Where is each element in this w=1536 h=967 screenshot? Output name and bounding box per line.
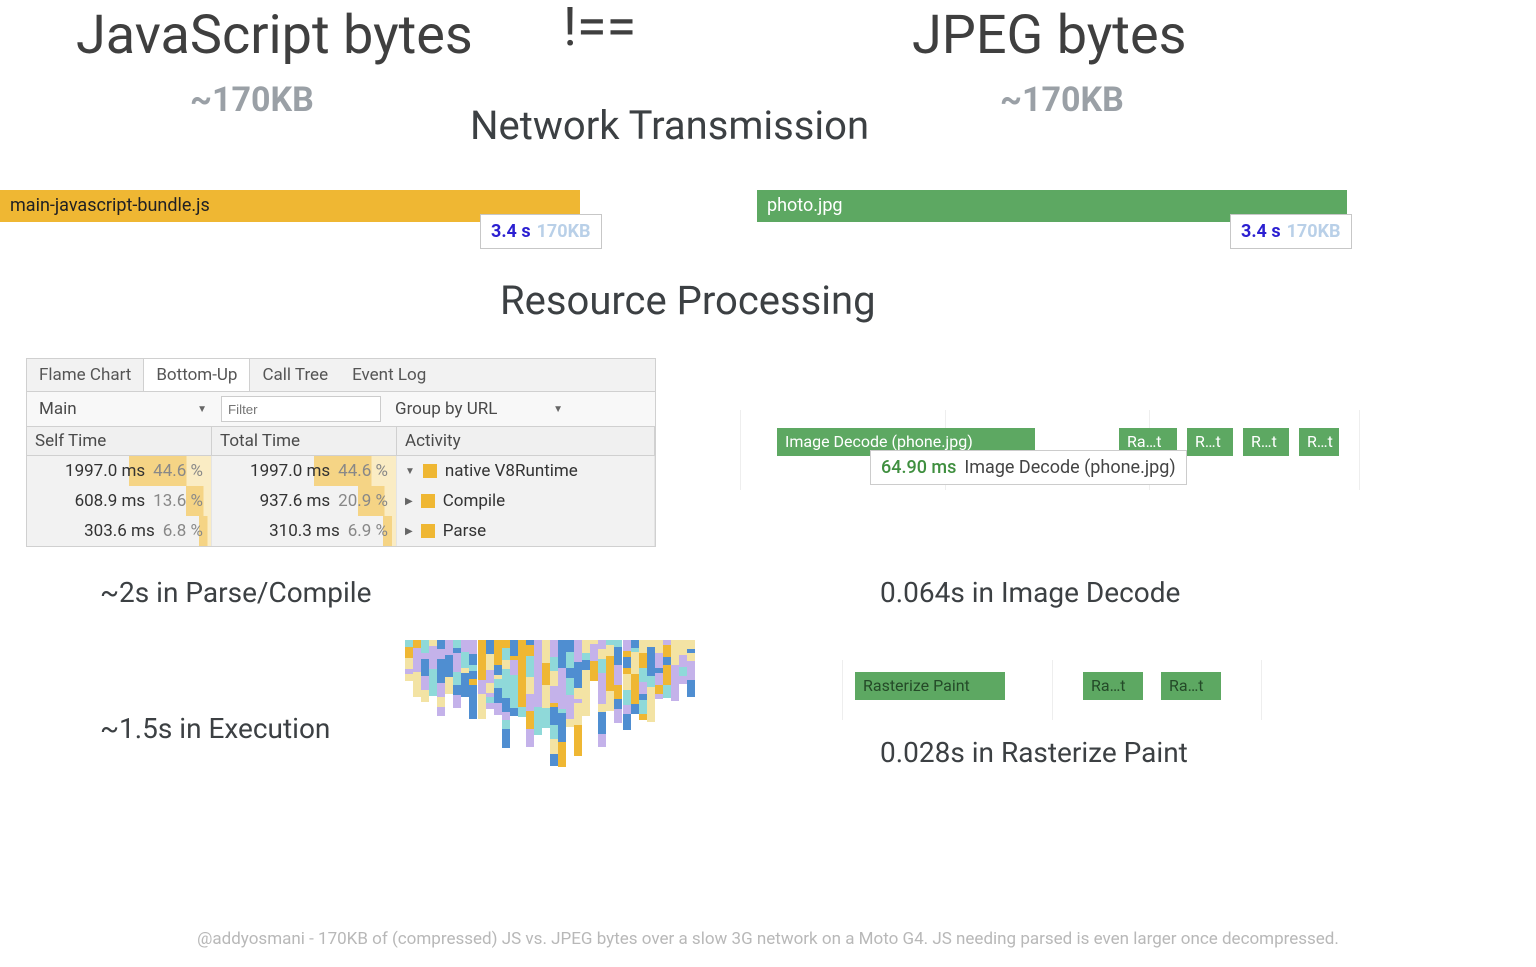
devtools-filterrow: Main ▼ Group by URL ▼ [27,392,655,427]
decode-tooltip: 64.90 ms Image Decode (phone.jpg) [870,450,1187,485]
col-activity[interactable]: Activity [397,427,655,456]
summary-image-decode: 0.064s in Image Decode [880,576,1180,609]
decode-tooltip-label: Image Decode (phone.jpg) [964,457,1175,478]
devtools-tab[interactable]: Flame Chart [27,359,143,391]
devtools-tab[interactable]: Bottom-Up [143,359,250,391]
network-bar-js-label: main-javascript-bundle.js [10,195,210,216]
devtools-pane: Flame ChartBottom-UpCall TreeEvent Log M… [26,358,656,547]
timing-badge-js-time: 3.4 s [491,221,531,242]
activity-cell: ▼native V8Runtime [405,461,578,481]
network-bar-jpeg-label: photo.jpg [767,195,843,216]
raster-bar-small-1: Ra…t [1083,672,1143,700]
raster-timeline-rail: Rasterize Paint Ra…t Ra…t [842,660,1262,720]
table-row[interactable]: 303.6 ms6.8 %310.3 ms6.9 %▶Parse [27,516,655,546]
footer-caption: @addyosmani - 170KB of (compressed) JS v… [0,929,1536,949]
decode-bar-small-3: R…t [1243,428,1289,456]
activity-cell: ▶Compile [405,491,505,511]
devtools-tab[interactable]: Event Log [340,359,438,391]
devtools-headrow: Self Time Total Time Activity [27,427,655,456]
chevron-down-icon: ▼ [553,404,563,415]
js-size: ~170KB [190,80,314,120]
decode-bar-small-4: R…t [1299,428,1339,456]
raster-bar-small-2: Ra…t [1161,672,1221,700]
decode-tooltip-time: 64.90 ms [881,457,956,478]
timing-badge-js: 3.4 s 170KB [480,214,602,249]
title-neq: !== [563,0,636,59]
chevron-down-icon: ▼ [197,404,207,415]
table-row[interactable]: 608.9 ms13.6 %937.6 ms20.9 %▶Compile [27,486,655,516]
timing-badge-js-size: 170KB [537,221,591,242]
title-jpeg: JPEG bytes [912,4,1186,67]
flame-chart [405,640,695,795]
devtools-tab[interactable]: Call Tree [250,359,340,391]
title-js: JavaScript bytes [76,4,473,67]
col-total-time[interactable]: Total Time [212,427,397,456]
dropdown-groupby-label: Group by URL [395,399,497,419]
decode-bar-small-2: R…t [1187,428,1233,456]
summary-execution: ~1.5s in Execution [100,712,330,745]
col-self-time[interactable]: Self Time [27,427,212,456]
heading-network: Network Transmission [470,102,869,149]
devtools-tabs: Flame ChartBottom-UpCall TreeEvent Log [27,359,655,392]
dropdown-groupby[interactable]: Group by URL ▼ [389,397,569,421]
filter-input[interactable] [221,396,381,422]
summary-parse-compile: ~2s in Parse/Compile [100,576,371,609]
timing-badge-jpeg-time: 3.4 s [1241,221,1281,242]
table-row[interactable]: 1997.0 ms44.6 %1997.0 ms44.6 %▼native V8… [27,456,655,486]
dropdown-main-label: Main [39,399,77,419]
jpeg-size: ~170KB [1000,80,1124,120]
summary-rasterize: 0.028s in Rasterize Paint [880,736,1188,769]
heading-processing: Resource Processing [500,277,876,324]
dropdown-main[interactable]: Main ▼ [33,397,213,421]
activity-cell: ▶Parse [405,521,486,541]
timing-badge-jpeg: 3.4 s 170KB [1230,214,1352,249]
timing-badge-jpeg-size: 170KB [1287,221,1341,242]
raster-bar-main: Rasterize Paint [855,672,1005,700]
